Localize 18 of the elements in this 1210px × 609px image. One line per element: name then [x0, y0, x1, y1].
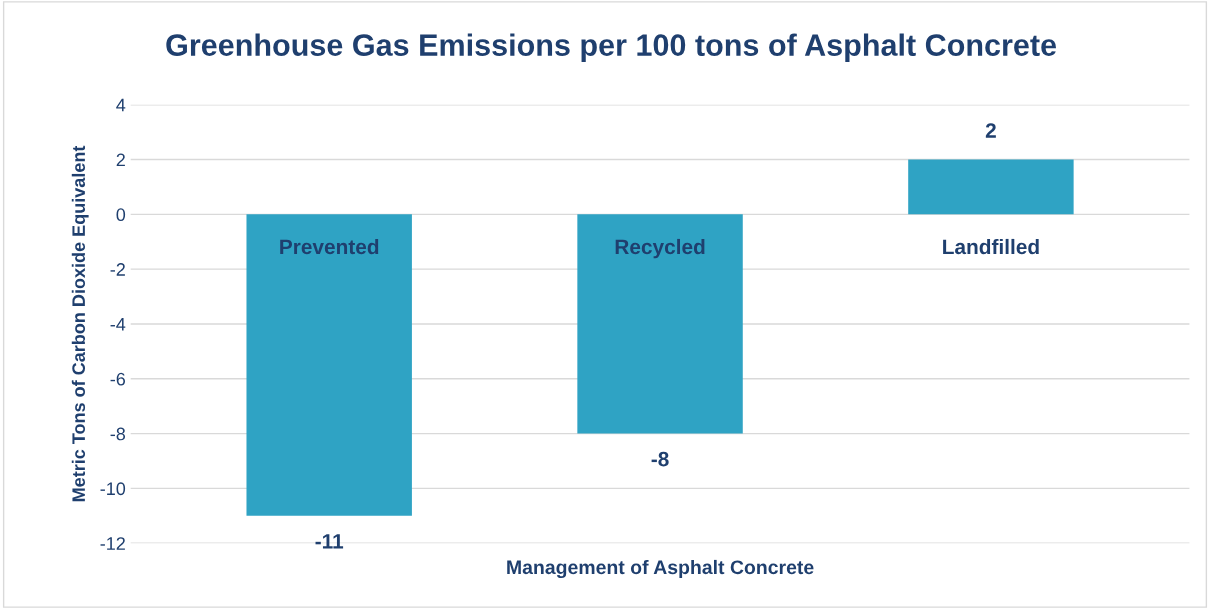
y-tick-label: 2: [116, 153, 125, 167]
chart-title: Greenhouse Gas Emissions per 100 tons of Asphalt Concrete: [166, 33, 1057, 62]
data-label: -11: [315, 534, 344, 549]
x-tick-label: Landfilled: [943, 238, 1039, 255]
x-tick-label: Recycled: [615, 238, 705, 259]
x-tick-label: Prevented: [280, 238, 379, 255]
y-tick-label: 0: [116, 208, 126, 222]
y-tick-label: -8: [110, 427, 126, 441]
y-tick-label: -10: [100, 482, 126, 496]
data-label: -8: [651, 451, 669, 467]
y-tick-label: -2: [110, 263, 125, 276]
y-tick-label: -12: [100, 537, 125, 550]
x-axis-title: Management of Asphalt Concrete: [507, 559, 814, 579]
data-label: 2: [985, 123, 996, 138]
y-tick-label: -6: [110, 372, 126, 386]
y-axis-title: Metric Tons of Carbon Dioxide Equivalent: [71, 145, 89, 502]
y-tick-label: -4: [110, 318, 126, 331]
y-tick-label: 4: [116, 98, 126, 112]
